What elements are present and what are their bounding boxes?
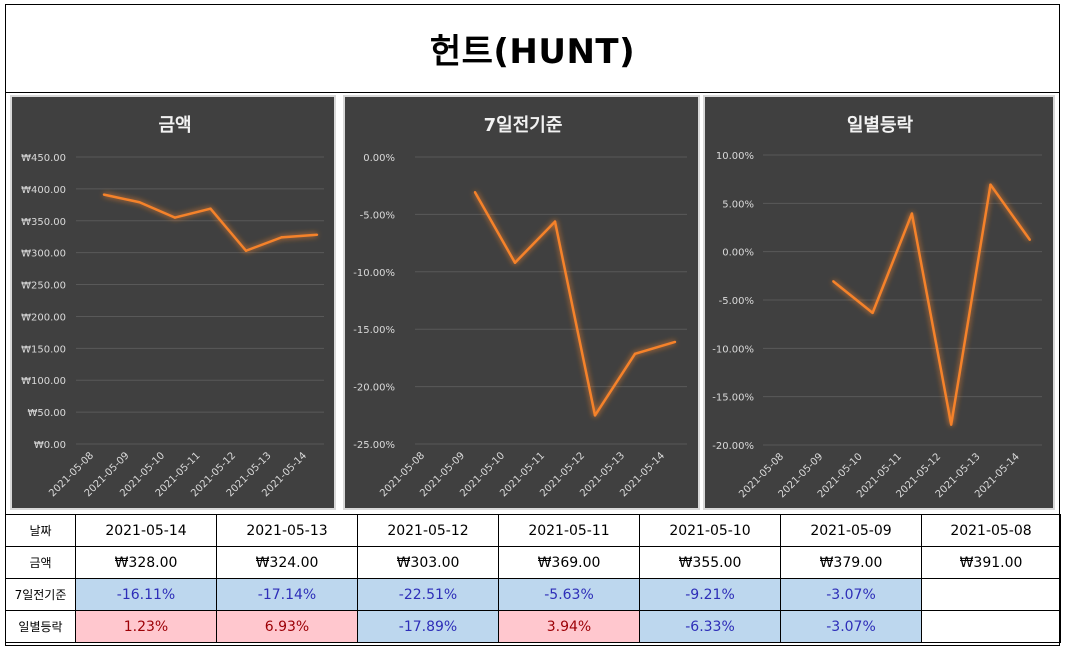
week-cell-empty — [921, 578, 1061, 611]
date-cell: 2021-05-08 — [921, 514, 1061, 547]
amount-cell: ₩379.00 — [780, 546, 922, 579]
y-tick-label: ₩450.00 — [21, 153, 66, 164]
amount-row-header: 금액 — [5, 546, 76, 579]
data-point — [910, 212, 914, 215]
y-tick-label: ₩250.00 — [21, 281, 66, 292]
page-title: 헌트(HUNT) — [429, 32, 636, 72]
data-point — [989, 183, 992, 186]
data-point — [473, 191, 477, 194]
amount-cell: ₩328.00 — [75, 546, 217, 579]
y-tick-label: -5.00% — [360, 210, 395, 221]
page-title-box: 헌트(HUNT) — [5, 4, 1060, 93]
y-tick-label: 5.00% — [722, 199, 754, 210]
data-point — [138, 201, 141, 204]
daily-cell: -17.89% — [357, 610, 499, 643]
data-point — [209, 207, 212, 210]
y-tick-label: 10.00% — [716, 151, 754, 162]
daily-cell: 1.23% — [75, 610, 217, 643]
amount-cell: ₩391.00 — [921, 546, 1061, 579]
y-tick-label: ₩150.00 — [21, 344, 66, 355]
week-cell: -9.21% — [639, 578, 781, 611]
amount-row: 금액 ₩328.00 ₩324.00 ₩303.00 ₩369.00 ₩355.… — [5, 546, 1061, 579]
y-tick-label: ₩0.00 — [34, 440, 66, 451]
daily-change-chart[interactable]: 일별등락 10.00% 5.00% 0.00% -5.00% -10.00% -15.00%… — [703, 95, 1055, 510]
data-point — [593, 414, 597, 417]
y-tick-label: -20.00% — [353, 383, 395, 394]
date-row-header: 날짜 — [5, 514, 76, 547]
y-tick-label: -20.00% — [712, 441, 754, 452]
week-cell: -3.07% — [780, 578, 922, 611]
date-cell: 2021-05-13 — [216, 514, 358, 547]
week-row-header: 7일전기준 — [5, 578, 76, 611]
y-tick-label: ₩50.00 — [27, 408, 66, 419]
data-point — [244, 249, 248, 252]
y-tick-label: ₩100.00 — [21, 376, 66, 387]
week-change-chart-svg: 7일전기준 0.00% -5.00% -10.00% -15.00% -20.00% -25… — [353, 115, 687, 499]
chart-title: 금액 — [158, 115, 191, 136]
series-line — [103, 193, 318, 253]
y-tick-label: ₩350.00 — [21, 217, 66, 228]
week-cell: -5.63% — [498, 578, 640, 611]
amount-cell: ₩303.00 — [357, 546, 499, 579]
data-point — [950, 423, 953, 426]
date-cell: 2021-05-09 — [780, 514, 922, 547]
data-point — [315, 233, 319, 237]
week-cell: -16.11% — [75, 578, 217, 611]
date-cell: 2021-05-14 — [75, 514, 217, 547]
amount-chart-svg: 금액 ₩450.00 ₩400.00 ₩350.00 ₩300.00 ₩250.00 ₩20… — [21, 115, 324, 499]
y-tick-label: -15.00% — [712, 393, 754, 404]
y-tick-label: -15.00% — [353, 325, 395, 336]
week-row: 7일전기준 -16.11% -17.14% -22.51% -5.63% -9.… — [5, 578, 1061, 611]
daily-cell: 6.93% — [216, 610, 358, 643]
date-cell: 2021-05-10 — [639, 514, 781, 547]
daily-cell: 3.94% — [498, 610, 640, 643]
amount-cell: ₩369.00 — [498, 546, 640, 579]
data-point — [673, 340, 677, 344]
data-point — [1028, 238, 1031, 241]
y-tick-label: 0.00% — [363, 153, 395, 164]
price-table: 날짜 2021-05-14 2021-05-13 2021-05-12 2021… — [5, 514, 1061, 643]
y-tick-label: 0.00% — [722, 248, 754, 259]
daily-cell-empty — [921, 610, 1061, 643]
data-point — [173, 216, 177, 219]
series-line — [473, 191, 676, 417]
y-tick-label: -5.00% — [719, 296, 754, 307]
date-cell: 2021-05-11 — [498, 514, 640, 547]
week-change-chart[interactable]: 7일전기준 0.00% -5.00% -10.00% -15.00% -20.00% -25… — [343, 95, 700, 510]
week-cell: -22.51% — [357, 578, 499, 611]
chart-title: 일별등락 — [847, 115, 914, 136]
daily-change-chart-svg: 일별등락 10.00% 5.00% 0.00% -5.00% -10.00% -15.00%… — [712, 115, 1042, 500]
daily-cell: -3.07% — [780, 610, 922, 643]
data-point — [280, 236, 283, 239]
amount-chart[interactable]: 금액 ₩450.00 ₩400.00 ₩350.00 ₩300.00 ₩250.00 ₩20… — [10, 95, 336, 510]
data-point — [871, 311, 874, 315]
amount-cell: ₩355.00 — [639, 546, 781, 579]
daily-row-header: 일별등락 — [5, 610, 76, 643]
date-row: 날짜 2021-05-14 2021-05-13 2021-05-12 2021… — [5, 514, 1061, 547]
data-point — [633, 352, 637, 355]
y-tick-label: ₩200.00 — [21, 312, 66, 323]
amount-cell: ₩324.00 — [216, 546, 358, 579]
y-tick-label: ₩400.00 — [21, 185, 66, 196]
y-tick-label: -25.00% — [353, 440, 395, 451]
daily-cell: -6.33% — [639, 610, 781, 643]
data-point — [102, 193, 106, 196]
series-line — [832, 183, 1031, 426]
y-tick-label: -10.00% — [353, 268, 395, 279]
daily-row: 일별등락 1.23% 6.93% -17.89% 3.94% -6.33% -3… — [5, 610, 1061, 643]
week-cell: -17.14% — [216, 578, 358, 611]
date-cell: 2021-05-12 — [357, 514, 499, 547]
data-point — [553, 220, 557, 223]
chart-title: 7일전기준 — [484, 115, 563, 136]
y-tick-label: ₩300.00 — [21, 249, 66, 260]
data-point — [832, 280, 835, 283]
y-tick-label: -10.00% — [712, 344, 754, 355]
data-point — [513, 261, 517, 264]
